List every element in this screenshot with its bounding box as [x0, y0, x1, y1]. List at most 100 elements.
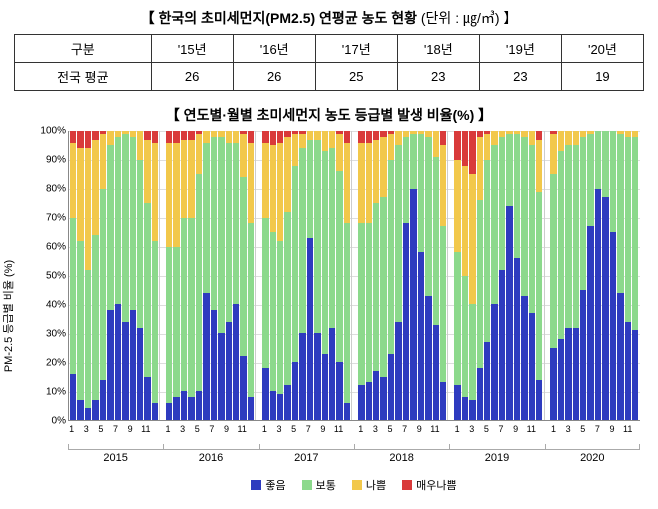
bar-segment-good [440, 382, 446, 420]
bar-column [595, 131, 601, 420]
x-month-tick: 3 [83, 423, 90, 437]
x-month-tick [327, 423, 334, 437]
y-tick: 90% [32, 155, 66, 166]
bar-column [233, 131, 239, 420]
bar-segment-normal [373, 203, 379, 371]
bar-segment-bad [262, 143, 268, 218]
bar-segment-normal [469, 304, 475, 399]
x-month-tick [364, 423, 371, 437]
bar-segment-vbad [85, 131, 91, 148]
bar-column [565, 131, 571, 420]
bar-segment-bad [226, 131, 232, 143]
x-month-tick [283, 423, 290, 437]
legend-swatch [251, 480, 261, 490]
bar-segment-vbad [358, 131, 364, 143]
x-month-tick: 3 [275, 423, 282, 437]
table-col-header: '16년 [233, 35, 315, 63]
bar-segment-bad [196, 134, 202, 174]
bar-column [100, 131, 106, 420]
bar-segment-good [388, 354, 394, 420]
bar-column [425, 131, 431, 420]
bar-segment-bad [550, 134, 556, 174]
bar-segment-bad [329, 131, 335, 148]
bar-segment-normal [100, 189, 106, 380]
x-month-tick [505, 423, 512, 437]
bar-column [358, 131, 364, 420]
table-col-header: '20년 [561, 35, 643, 63]
bar-segment-good [477, 368, 483, 420]
x-month-tick [75, 423, 82, 437]
bar-segment-normal [499, 137, 505, 270]
bar-segment-vbad [440, 131, 446, 145]
bar-column [550, 131, 556, 420]
y-axis: 0%10%20%30%40%50%60%70%80%90%100% [32, 131, 66, 421]
bar-column [403, 131, 409, 420]
bar-segment-bad [484, 134, 490, 160]
bar-segment-good [491, 304, 497, 420]
bar-segment-bad [358, 143, 364, 224]
y-tick: 60% [32, 242, 66, 253]
bar-segment-normal [107, 145, 113, 310]
bar-segment-normal [92, 235, 98, 400]
x-month-tick: 7 [112, 423, 119, 437]
bar-segment-vbad [144, 131, 150, 140]
bar-segment-bad [454, 160, 460, 252]
bar-segment-good [122, 322, 128, 420]
bar-segment-normal [366, 223, 372, 382]
bar-segment-bad [307, 131, 313, 140]
bar-column [115, 131, 121, 420]
x-month-tick: 9 [608, 423, 615, 437]
bar-column [322, 131, 328, 420]
bar-column [491, 131, 497, 420]
bar-segment-good [462, 397, 468, 420]
bar-segment-bad [433, 131, 439, 157]
bar-segment-good [107, 310, 113, 420]
bar-column [70, 131, 76, 420]
bar-segment-bad [188, 140, 194, 218]
y-tick: 0% [32, 416, 66, 427]
x-axis-months: 1357911135791113579111357911135791113579… [68, 423, 640, 437]
chart-title: 【 연도별·월별 초미세먼지 농도 등급별 발생 비율(%) 】 [14, 105, 644, 125]
bar-segment-bad [100, 134, 106, 189]
bar-segment-vbad [462, 131, 468, 166]
bar-segment-normal [573, 145, 579, 327]
bar-segment-normal [314, 140, 320, 334]
legend: 좋음보통나쁨매우나쁨 [68, 477, 640, 495]
bar-segment-vbad [262, 131, 268, 143]
x-year-label: 2020 [545, 449, 640, 467]
table-col-header: '18년 [397, 35, 479, 63]
bar-segment-normal [536, 192, 542, 380]
bar-column [395, 131, 401, 420]
bar-column [292, 131, 298, 420]
bar-segment-vbad [454, 131, 460, 160]
bar-segment-good [152, 403, 158, 420]
bar-segment-vbad [366, 131, 372, 143]
bar-column [433, 131, 439, 420]
bar-segment-bad [144, 140, 150, 204]
bar-segment-normal [218, 137, 224, 334]
bar-column [410, 131, 416, 420]
x-month-tick: 7 [208, 423, 215, 437]
x-month-tick [268, 423, 275, 437]
bar-segment-bad [107, 131, 113, 145]
x-month-tick [616, 423, 623, 437]
bar-segment-good [218, 333, 224, 420]
bar-segment-good [625, 322, 631, 420]
bar-segment-normal [196, 174, 202, 391]
bar-segment-normal [299, 148, 305, 333]
bar-segment-normal [277, 241, 283, 394]
bar-segment-bad [137, 131, 143, 160]
bar-segment-good [130, 310, 136, 420]
bar-segment-normal [410, 134, 416, 189]
bar-segment-normal [425, 137, 431, 296]
bar-segment-good [181, 391, 187, 420]
bar-segment-normal [477, 200, 483, 368]
x-month-tick: 5 [579, 423, 586, 437]
y-tick: 50% [32, 271, 66, 282]
bar-column [529, 131, 535, 420]
bar-segment-bad [388, 134, 394, 160]
x-year-label: 2015 [68, 449, 163, 467]
x-month-tick: 3 [372, 423, 379, 437]
bar-segment-normal [565, 145, 571, 327]
legend-label: 좋음 [265, 477, 285, 493]
